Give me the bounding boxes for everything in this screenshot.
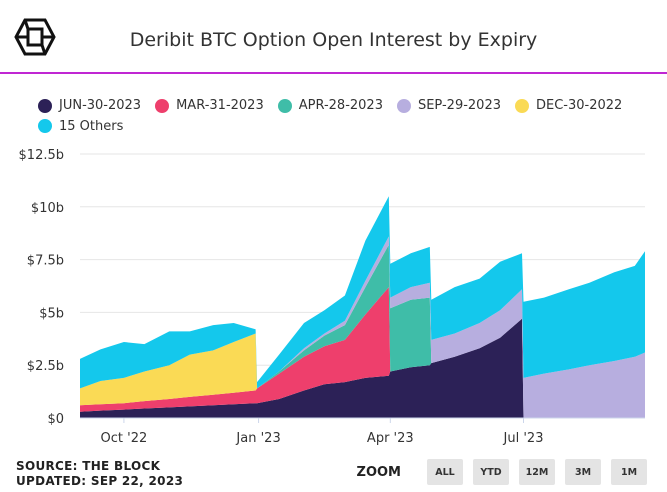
area-series-dec-30-2022	[80, 236, 645, 406]
zoom-label: ZOOM	[356, 464, 401, 480]
zoom-all-button[interactable]: ALL	[427, 459, 463, 485]
legend-label: JUN-30-2023	[59, 98, 142, 113]
legend-label: APR-28-2023	[298, 98, 383, 113]
header-divider	[0, 72, 667, 74]
area-series-mar-31-2023	[80, 287, 645, 418]
zoom-controls: ZOOM ALL YTD 12M 3M 1M	[357, 459, 647, 485]
area-series-15-others	[80, 196, 645, 389]
chart-legend: JUN-30-2023 MAR-31-2023 APR-28-2023 SEP-29-…	[38, 96, 658, 137]
legend-item-jun-30-2023[interactable]: JUN-30-2023	[38, 96, 141, 115]
the-block-logo-icon	[14, 18, 56, 56]
page-title: Deribit BTC Option Open Interest by Expi…	[129, 29, 538, 51]
y-tick-label: $7.5b	[27, 254, 64, 269]
legend-label: MAR-31-2023	[176, 98, 264, 113]
open-interest-chart: $0 $2.5b $5b $7.5b $10b $12.5b Oct '22 Jan '23 A…	[19, 148, 645, 446]
x-tick-label: Oct '22	[101, 431, 148, 446]
source-text: SOURCE: THE BLOCK	[16, 459, 161, 473]
legend-swatch	[38, 98, 52, 113]
area-series-jun-30-2023	[80, 318, 645, 418]
legend-label: 15 Others	[59, 118, 124, 134]
legend-label: DEC-30-2022	[536, 98, 623, 113]
zoom-12m-button[interactable]: 12M	[519, 459, 555, 485]
zoom-3m-button[interactable]: 3M	[565, 459, 601, 485]
legend-item-mar-31-2023[interactable]: MAR-31-2023	[155, 96, 264, 115]
legend-swatch	[515, 98, 529, 113]
footer: SOURCE: THE BLOCK UPDATED: SEP 22, 2023	[16, 459, 183, 489]
legend-swatch	[38, 119, 52, 133]
legend-item-dec-30-2022[interactable]: DEC-30-2022	[515, 96, 622, 115]
zoom-ytd-button[interactable]: YTD	[473, 459, 509, 485]
y-tick-label: $10b	[31, 201, 64, 216]
header: Deribit BTC Option Open Interest by Expi…	[0, 0, 667, 72]
updated-text: UPDATED: SEP 22, 2023	[16, 474, 184, 488]
x-tick-label: Jan '23	[235, 431, 280, 446]
x-tick-label: Apr '23	[367, 431, 414, 446]
legend-swatch	[396, 98, 411, 113]
y-tick-label: $12.5b	[19, 148, 64, 163]
legend-label: SEP-29-2023	[417, 98, 501, 113]
y-tick-label: $2.5b	[27, 359, 64, 374]
x-tick-label: Jul '23	[503, 431, 544, 446]
zoom-1m-button[interactable]: 1M	[611, 459, 647, 485]
area-series-sep-29-2023	[80, 236, 645, 418]
y-tick-label: $5b	[39, 306, 64, 321]
y-tick-label: $0	[47, 412, 64, 427]
legend-item-sep-29-2023[interactable]: SEP-29-2023	[396, 96, 501, 115]
legend-swatch	[155, 98, 170, 113]
legend-item-apr-28-2023[interactable]: APR-28-2023	[277, 96, 383, 115]
legend-item-15-others[interactable]: 15 Others	[38, 117, 123, 136]
legend-swatch	[277, 98, 292, 113]
